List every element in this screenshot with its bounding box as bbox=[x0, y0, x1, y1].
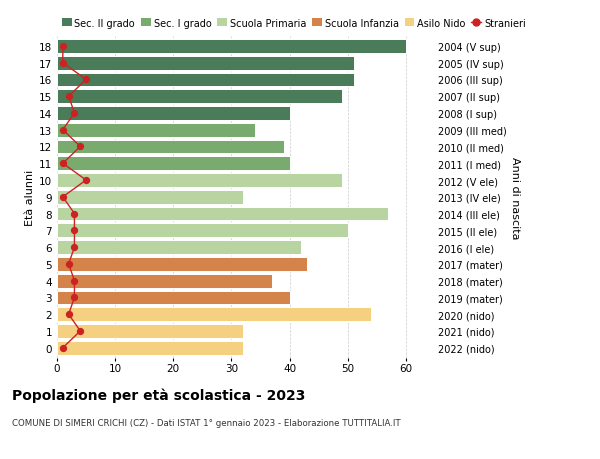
Bar bbox=[57, 241, 301, 254]
Bar bbox=[57, 257, 307, 271]
Bar bbox=[57, 207, 388, 221]
Bar bbox=[57, 140, 284, 154]
Bar bbox=[57, 274, 272, 288]
Bar bbox=[57, 157, 290, 171]
Bar bbox=[57, 190, 243, 204]
Point bbox=[58, 194, 68, 201]
Bar bbox=[57, 40, 406, 54]
Point bbox=[70, 244, 79, 251]
Point bbox=[64, 93, 73, 101]
Point bbox=[64, 261, 73, 268]
Point bbox=[70, 294, 79, 302]
Y-axis label: Età alunni: Età alunni bbox=[25, 169, 35, 225]
Point bbox=[76, 144, 85, 151]
Point bbox=[81, 177, 91, 185]
Point bbox=[58, 344, 68, 352]
Bar bbox=[57, 325, 243, 338]
Point bbox=[76, 328, 85, 335]
Bar bbox=[57, 56, 353, 70]
Text: Popolazione per età scolastica - 2023: Popolazione per età scolastica - 2023 bbox=[12, 388, 305, 403]
Point bbox=[58, 160, 68, 168]
Legend: Sec. II grado, Sec. I grado, Scuola Primaria, Scuola Infanzia, Asilo Nido, Stran: Sec. II grado, Sec. I grado, Scuola Prim… bbox=[62, 19, 526, 28]
Point bbox=[70, 227, 79, 235]
Bar bbox=[57, 224, 348, 238]
Bar bbox=[57, 308, 371, 321]
Bar bbox=[57, 341, 243, 355]
Point bbox=[64, 311, 73, 318]
Text: COMUNE DI SIMERI CRICHI (CZ) - Dati ISTAT 1° gennaio 2023 - Elaborazione TUTTITA: COMUNE DI SIMERI CRICHI (CZ) - Dati ISTA… bbox=[12, 418, 401, 427]
Bar bbox=[57, 90, 342, 104]
Bar bbox=[57, 107, 290, 121]
Bar bbox=[57, 174, 342, 187]
Point bbox=[70, 110, 79, 118]
Point bbox=[58, 127, 68, 134]
Point bbox=[58, 60, 68, 67]
Bar bbox=[57, 73, 353, 87]
Point bbox=[58, 43, 68, 50]
Point bbox=[70, 277, 79, 285]
Y-axis label: Anni di nascita: Anni di nascita bbox=[511, 156, 520, 239]
Bar bbox=[57, 123, 255, 137]
Bar bbox=[57, 291, 290, 305]
Point bbox=[70, 210, 79, 218]
Point bbox=[81, 77, 91, 84]
